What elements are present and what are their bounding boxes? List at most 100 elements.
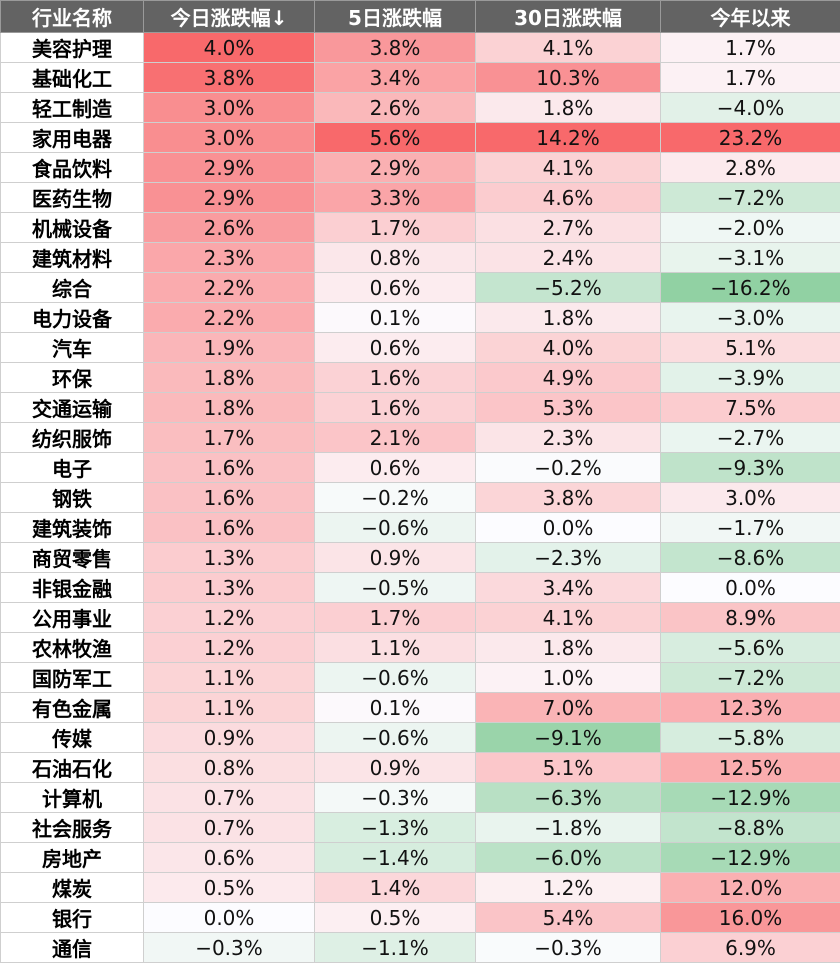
30day-change-cell: 1.8% bbox=[476, 633, 661, 663]
header-ytd-change: 今年以来 bbox=[661, 1, 840, 33]
industry-name-cell: 计算机 bbox=[1, 783, 144, 813]
ytd-change-cell: −1.7% bbox=[661, 513, 840, 543]
today-change-cell: 1.8% bbox=[144, 363, 315, 393]
5day-change-cell: 0.6% bbox=[315, 453, 476, 483]
industry-name-cell: 综合 bbox=[1, 273, 144, 303]
today-change-cell: 2.6% bbox=[144, 213, 315, 243]
header-5day-change: 5日涨跌幅 bbox=[315, 1, 476, 33]
ytd-change-cell: 1.7% bbox=[661, 63, 840, 93]
5day-change-cell: 1.1% bbox=[315, 633, 476, 663]
30day-change-cell: −2.3% bbox=[476, 543, 661, 573]
industry-name-cell: 交通运输 bbox=[1, 393, 144, 423]
today-change-cell: 0.7% bbox=[144, 813, 315, 843]
industry-name-cell: 基础化工 bbox=[1, 63, 144, 93]
industry-name-cell: 有色金属 bbox=[1, 693, 144, 723]
5day-change-cell: −0.6% bbox=[315, 513, 476, 543]
ytd-change-cell: −12.9% bbox=[661, 843, 840, 873]
industry-name-cell: 建筑材料 bbox=[1, 243, 144, 273]
30day-change-cell: 1.8% bbox=[476, 93, 661, 123]
30day-change-cell: −6.3% bbox=[476, 783, 661, 813]
30day-change-cell: −0.2% bbox=[476, 453, 661, 483]
5day-change-cell: −1.4% bbox=[315, 843, 476, 873]
ytd-change-cell: −2.0% bbox=[661, 213, 840, 243]
ytd-change-cell: 7.5% bbox=[661, 393, 840, 423]
industry-name-cell: 农林牧渔 bbox=[1, 633, 144, 663]
30day-change-cell: 10.3% bbox=[476, 63, 661, 93]
30day-change-cell: −1.8% bbox=[476, 813, 661, 843]
today-change-cell: 2.9% bbox=[144, 153, 315, 183]
today-change-cell: 0.0% bbox=[144, 903, 315, 933]
30day-change-cell: 4.9% bbox=[476, 363, 661, 393]
30day-change-cell: 1.0% bbox=[476, 663, 661, 693]
5day-change-cell: 3.3% bbox=[315, 183, 476, 213]
30day-change-cell: −5.2% bbox=[476, 273, 661, 303]
industry-name-cell: 钢铁 bbox=[1, 483, 144, 513]
ytd-change-cell: 2.8% bbox=[661, 153, 840, 183]
today-change-cell: 2.2% bbox=[144, 273, 315, 303]
today-change-cell: 0.9% bbox=[144, 723, 315, 753]
30day-change-cell: 1.2% bbox=[476, 873, 661, 903]
industry-name-cell: 汽车 bbox=[1, 333, 144, 363]
30day-change-cell: 1.8% bbox=[476, 303, 661, 333]
ytd-change-cell: 6.9% bbox=[661, 933, 840, 963]
30day-change-cell: 4.1% bbox=[476, 33, 661, 63]
industry-name-cell: 煤炭 bbox=[1, 873, 144, 903]
ytd-change-cell: −9.3% bbox=[661, 453, 840, 483]
ytd-change-cell: −5.8% bbox=[661, 723, 840, 753]
ytd-change-cell: −2.7% bbox=[661, 423, 840, 453]
today-change-cell: 1.3% bbox=[144, 573, 315, 603]
today-change-cell: 1.3% bbox=[144, 543, 315, 573]
industry-name-cell: 房地产 bbox=[1, 843, 144, 873]
today-change-cell: 0.8% bbox=[144, 753, 315, 783]
industry-name-cell: 社会服务 bbox=[1, 813, 144, 843]
ytd-change-cell: −3.9% bbox=[661, 363, 840, 393]
ytd-change-cell: 12.5% bbox=[661, 753, 840, 783]
5day-change-cell: 0.6% bbox=[315, 273, 476, 303]
ytd-change-cell: 0.0% bbox=[661, 573, 840, 603]
industry-name-cell: 家用电器 bbox=[1, 123, 144, 153]
5day-change-cell: 0.9% bbox=[315, 543, 476, 573]
5day-change-cell: 2.6% bbox=[315, 93, 476, 123]
industry-name-cell: 轻工制造 bbox=[1, 93, 144, 123]
today-change-cell: 3.8% bbox=[144, 63, 315, 93]
header-today-change[interactable]: 今日涨跌幅↓ bbox=[144, 1, 315, 33]
30day-change-cell: −6.0% bbox=[476, 843, 661, 873]
industry-name-cell: 石油石化 bbox=[1, 753, 144, 783]
5day-change-cell: 0.9% bbox=[315, 753, 476, 783]
today-change-cell: 3.0% bbox=[144, 123, 315, 153]
5day-change-cell: 1.6% bbox=[315, 393, 476, 423]
ytd-change-cell: 16.0% bbox=[661, 903, 840, 933]
30day-change-cell: 4.6% bbox=[476, 183, 661, 213]
today-change-cell: −0.3% bbox=[144, 933, 315, 963]
industry-name-cell: 通信 bbox=[1, 933, 144, 963]
ytd-change-cell: −8.8% bbox=[661, 813, 840, 843]
30day-change-cell: −9.1% bbox=[476, 723, 661, 753]
5day-change-cell: −0.6% bbox=[315, 723, 476, 753]
30day-change-cell: 2.3% bbox=[476, 423, 661, 453]
5day-change-cell: 1.7% bbox=[315, 213, 476, 243]
30day-change-cell: 3.8% bbox=[476, 483, 661, 513]
header-30day-change: 30日涨跌幅 bbox=[476, 1, 661, 33]
today-change-cell: 1.2% bbox=[144, 633, 315, 663]
industry-name-cell: 商贸零售 bbox=[1, 543, 144, 573]
today-change-cell: 3.0% bbox=[144, 93, 315, 123]
industry-name-cell: 公用事业 bbox=[1, 603, 144, 633]
30day-change-cell: 14.2% bbox=[476, 123, 661, 153]
